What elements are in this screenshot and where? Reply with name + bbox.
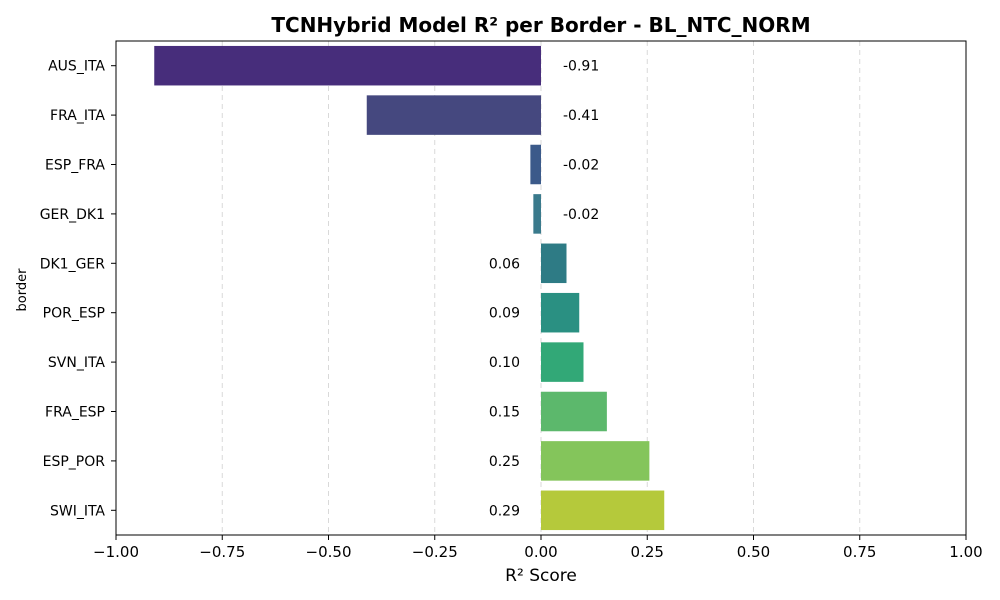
bar-esp_por	[541, 441, 650, 481]
y-tick-label: DK1_GER	[40, 256, 106, 272]
bar-esp_fra	[530, 144, 541, 185]
value-label: -0.02	[563, 207, 599, 223]
value-label: 0.15	[489, 405, 520, 421]
y-tick-label: ESP_FRA	[45, 158, 105, 174]
x-tick-label: −0.50	[306, 543, 352, 561]
x-ticks: −1.00 −0.75 −0.50 −0.25 0.00 0.25 0.50 0.75 1.00	[93, 535, 983, 561]
x-tick-label: 0.50	[737, 543, 770, 561]
bar-fra_ita	[366, 95, 541, 135]
value-label: -0.02	[563, 158, 599, 174]
y-tick-label: AUS_ITA	[48, 59, 105, 75]
x-axis-label: R² Score	[505, 566, 577, 586]
x-tick-label: −0.25	[412, 543, 458, 561]
y-tick-label: FRA_ITA	[50, 108, 105, 124]
bar-aus_ita	[154, 45, 541, 86]
value-label: -0.91	[563, 59, 599, 75]
y-tick-label: GER_DK1	[40, 207, 105, 223]
chart-title: TCNHybrid Model R² per Border - BL_NTC_N…	[271, 13, 810, 37]
y-tick-label: POR_ESP	[43, 306, 105, 322]
y-axis-label: border	[15, 268, 30, 312]
value-label: 0.10	[489, 355, 520, 371]
value-label: -0.41	[563, 108, 599, 124]
y-tick-label: SWI_ITA	[50, 503, 105, 519]
value-labels: -0.91 -0.41 -0.02 -0.02 0.06 0.09 0.10 0.15 0.25…	[489, 59, 599, 520]
value-label: 0.06	[489, 256, 520, 272]
x-tick-label: −0.75	[199, 543, 245, 561]
bar-swi_ita	[541, 490, 665, 531]
value-label: 0.09	[489, 306, 520, 322]
y-ticks: AUS_ITA FRA_ITA ESP_FRA GER_DK1 DK1_GER POR_E…	[40, 59, 116, 519]
x-tick-label: 0.75	[843, 543, 876, 561]
bar-dk1_ger	[541, 243, 567, 284]
bar-svn_ita	[541, 342, 584, 382]
y-tick-label: ESP_POR	[43, 454, 106, 470]
x-tick-label: −1.00	[93, 543, 139, 561]
value-label: 0.29	[489, 503, 520, 519]
bar-fra_esp	[541, 391, 607, 432]
x-tick-label: 0.25	[631, 543, 664, 561]
y-tick-label: FRA_ESP	[45, 405, 105, 421]
x-tick-label: 0.00	[524, 543, 557, 561]
bar-ger_dk1	[533, 194, 541, 234]
value-label: 0.25	[489, 454, 520, 470]
x-tick-label: 1.00	[949, 543, 982, 561]
y-tick-label: SVN_ITA	[48, 355, 106, 371]
bar-por_esp	[541, 292, 580, 333]
bars	[154, 45, 665, 531]
